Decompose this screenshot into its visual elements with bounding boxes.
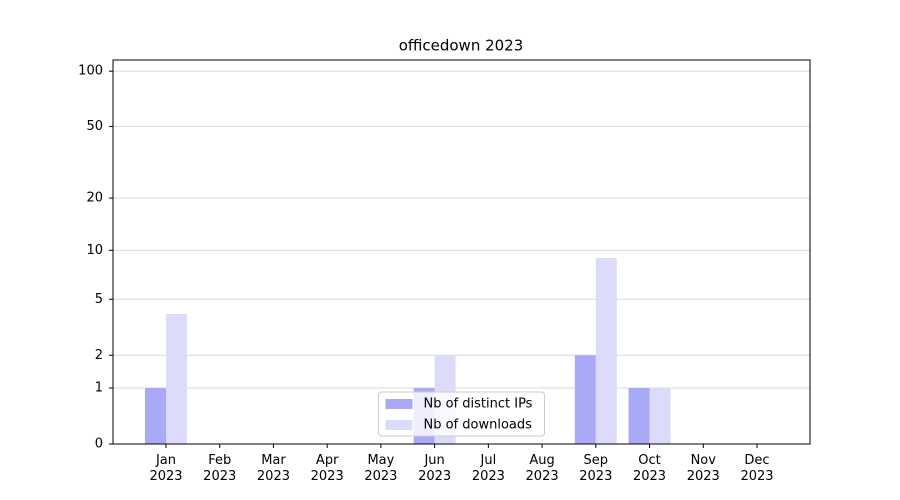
legend-swatch: [385, 399, 413, 409]
legend-box: [378, 391, 545, 437]
grid: [113, 70, 810, 445]
x-tick-label: Mar 2023: [256, 453, 290, 484]
x-tick-label: May 2023: [364, 453, 398, 484]
y-tick-label: 10: [86, 243, 103, 258]
bar: [166, 313, 187, 444]
x-tick-label: Jun 2023: [418, 453, 452, 484]
x-tick-label: Jan 2023: [149, 453, 183, 484]
y-tick-label: 2: [95, 348, 103, 363]
chart-title: officedown 2023: [399, 37, 524, 55]
x-tick-label: Jul 2023: [471, 453, 505, 484]
bar: [145, 388, 166, 444]
bar: [649, 388, 671, 444]
y-tick-label: 0: [95, 437, 103, 452]
y-tick-label: 50: [86, 119, 103, 134]
bar: [628, 388, 650, 444]
x-tick-label: Sep 2023: [579, 453, 613, 484]
x-tick-label: Dec 2023: [740, 453, 774, 484]
y-tick-label: 100: [78, 64, 103, 79]
x-tick-label: Feb 2023: [203, 453, 237, 484]
legend-label: Nb of distinct IPs: [424, 397, 533, 412]
bar: [574, 355, 596, 444]
y-tick-label: 5: [95, 292, 103, 307]
legend-label: Nb of downloads: [424, 418, 533, 433]
y-tick-label: 20: [86, 191, 103, 206]
plot-frame: [112, 59, 811, 445]
y-tick-label: 1: [95, 381, 103, 396]
x-tick-label: Apr 2023: [310, 453, 344, 484]
bar: [595, 257, 617, 444]
x-tick-label: Aug 2023: [525, 453, 559, 484]
x-tick-label: Oct 2023: [632, 453, 667, 484]
legend-swatch: [385, 420, 413, 430]
x-tick-label: Nov 2023: [686, 453, 720, 484]
